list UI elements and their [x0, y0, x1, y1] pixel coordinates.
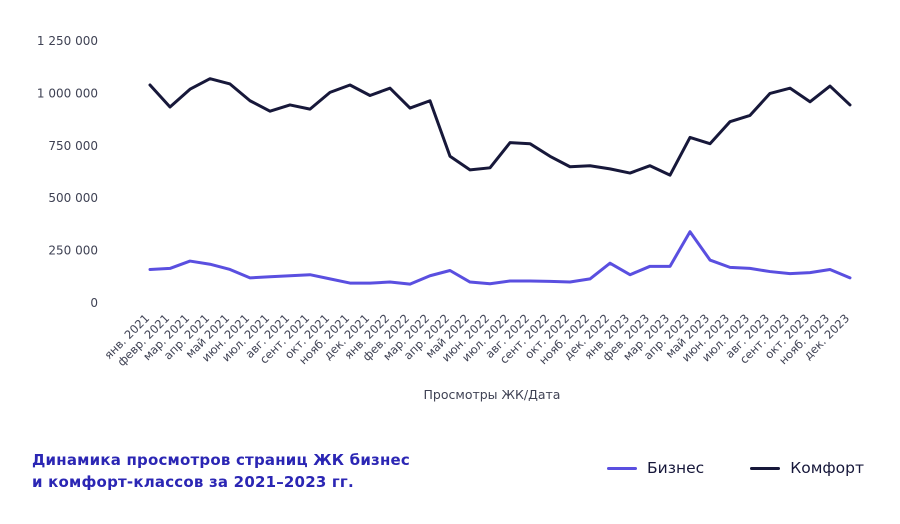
chart-legend: Бизнес Комфорт: [607, 459, 864, 477]
y-axis-tick-label: 1 000 000: [37, 86, 98, 100]
chart-title: Динамика просмотров страниц ЖК бизнес и …: [32, 449, 410, 493]
legend-label-business: Бизнес: [647, 459, 705, 477]
y-axis-tick-label: 500 000: [48, 191, 98, 205]
legend-item-comfort[interactable]: Комфорт: [750, 459, 864, 477]
x-axis-title: Просмотры ЖК/Дата: [424, 387, 561, 402]
y-axis-tick-label: 0: [90, 296, 98, 310]
line-chart: Просмотры ЖК/Дата 0 250 000 500 000 750 000…: [37, 34, 852, 402]
y-axis-tick-label: 750 000: [48, 139, 98, 153]
y-axis-tick-label: 1 250 000: [37, 34, 98, 48]
comfort-line-swatch: [750, 466, 781, 470]
legend-label-comfort: Комфорт: [790, 459, 864, 477]
y-axis-tick-label: 250 000: [48, 244, 98, 258]
business-line-swatch: [607, 466, 638, 470]
chart-canvas: Просмотры ЖК/Дата 0 250 000 500 000 750 000…: [37, 34, 852, 402]
chart-title-line-1: Динамика просмотров страниц ЖК бизнес: [32, 451, 410, 469]
series-line-business: [148, 230, 852, 286]
legend-item-business[interactable]: Бизнес: [607, 459, 704, 477]
chart-title-line-2: и комфорт-классов за 2021–2023 гг.: [32, 473, 354, 491]
series-line-comfort: [148, 77, 852, 177]
